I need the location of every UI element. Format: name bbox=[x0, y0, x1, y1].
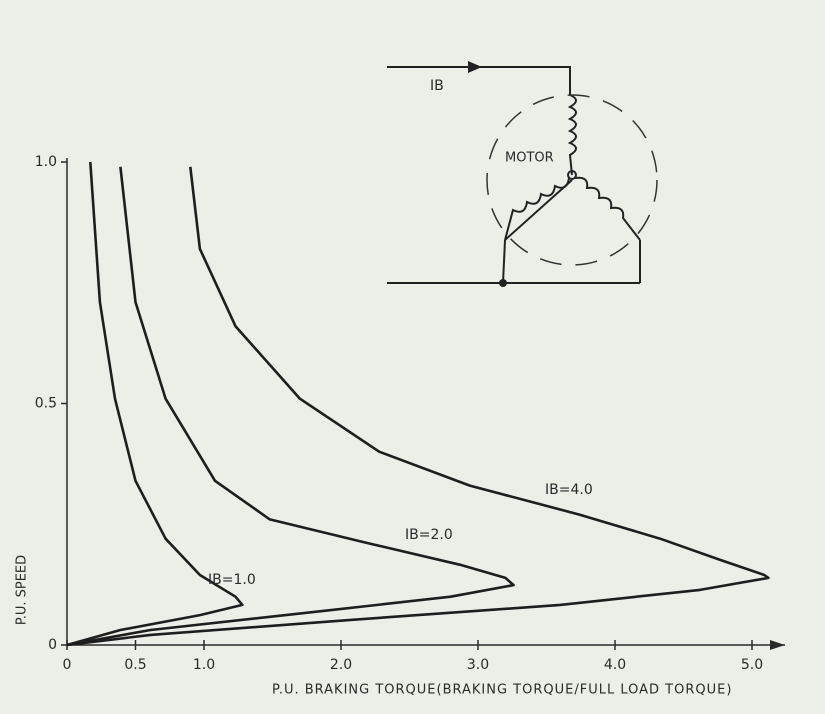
y-tick-label: 0.5 bbox=[35, 396, 57, 412]
diagram-label: MOTOR bbox=[505, 151, 554, 166]
x-tick-label: 1.0 bbox=[193, 657, 215, 673]
diagram-label: IB bbox=[430, 78, 444, 94]
current-arrow bbox=[468, 61, 482, 73]
x-tick-label: 0 bbox=[63, 657, 72, 673]
x-tick-label: 4.0 bbox=[604, 657, 626, 673]
curve-label: IB=1.0 bbox=[208, 572, 256, 588]
coil bbox=[574, 176, 641, 241]
node bbox=[567, 170, 577, 180]
curve-label: IB=2.0 bbox=[405, 527, 453, 543]
circuit-diagram: IB MOTOR bbox=[387, 61, 658, 287]
y-axis-label: P.U. SPEED bbox=[15, 555, 30, 625]
x-tick-label: 0.5 bbox=[124, 657, 146, 673]
coil bbox=[567, 94, 577, 176]
node bbox=[499, 279, 507, 287]
curve bbox=[66, 166, 770, 647]
x-tick-label: 5.0 bbox=[741, 657, 763, 673]
x-axis-arrow bbox=[770, 640, 785, 650]
coil bbox=[504, 177, 570, 241]
curve bbox=[66, 166, 515, 647]
x-tick-label: 3.0 bbox=[467, 657, 489, 673]
x-tick-label: 2.0 bbox=[330, 657, 352, 673]
wire bbox=[502, 179, 641, 284]
motor-outline bbox=[486, 94, 658, 266]
y-tick-label: 0 bbox=[48, 637, 57, 653]
curve bbox=[66, 161, 244, 647]
y-tick-label: 1.0 bbox=[35, 154, 57, 170]
wire bbox=[387, 66, 571, 95]
curve-label: IB=4.0 bbox=[545, 482, 593, 498]
x-axis-label: P.U. BRAKING TORQUE(BRAKING TORQUE/FULL … bbox=[272, 683, 732, 698]
